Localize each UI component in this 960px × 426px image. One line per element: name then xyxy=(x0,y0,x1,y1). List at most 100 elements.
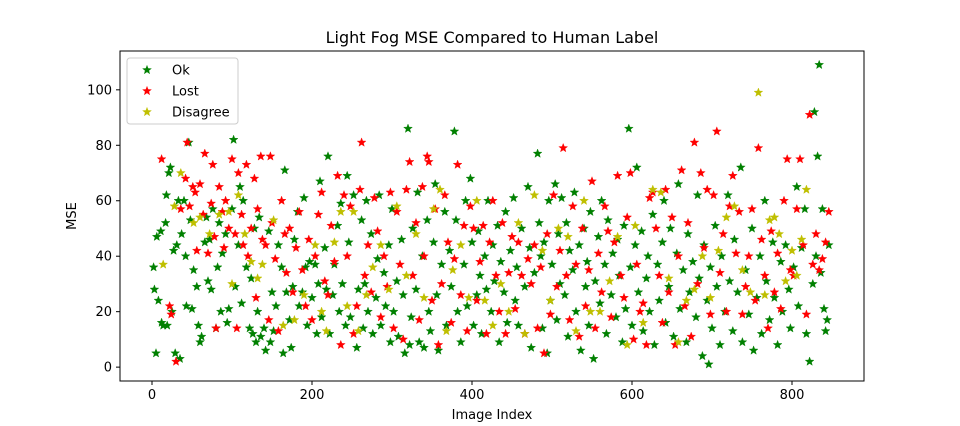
data-point xyxy=(723,190,733,200)
data-point xyxy=(755,251,765,261)
data-point xyxy=(319,276,330,286)
data-point xyxy=(687,256,698,266)
data-point xyxy=(149,284,160,294)
data-point xyxy=(796,234,807,244)
data-point xyxy=(230,228,241,239)
data-point xyxy=(281,267,292,278)
data-point xyxy=(787,245,797,255)
data-point xyxy=(465,173,476,183)
data-point xyxy=(820,325,831,336)
data-point xyxy=(399,348,410,358)
data-point xyxy=(236,298,247,308)
data-point xyxy=(692,190,703,200)
data-point xyxy=(299,289,309,300)
data-point xyxy=(396,234,407,244)
data-point xyxy=(702,184,713,194)
data-point xyxy=(767,237,778,247)
data-point xyxy=(452,159,463,169)
data-point xyxy=(260,239,271,250)
data-point xyxy=(243,251,253,261)
data-point xyxy=(222,317,233,327)
data-point xyxy=(819,303,829,314)
data-point xyxy=(383,284,394,294)
data-point xyxy=(603,226,613,236)
data-point xyxy=(428,237,439,247)
data-point xyxy=(780,239,791,250)
data-point xyxy=(236,209,247,219)
data-point xyxy=(393,331,404,341)
data-point xyxy=(385,187,396,197)
data-point xyxy=(729,234,740,244)
data-point xyxy=(713,245,724,255)
data-point xyxy=(363,306,373,316)
data-point xyxy=(731,248,741,258)
data-point xyxy=(345,312,356,322)
data-point xyxy=(523,181,533,192)
data-point xyxy=(499,287,509,297)
data-point xyxy=(359,270,370,280)
data-point xyxy=(315,176,325,186)
data-point xyxy=(807,259,818,269)
data-point xyxy=(151,231,162,241)
data-point xyxy=(654,270,665,280)
data-point xyxy=(791,203,802,214)
data-point xyxy=(529,239,540,250)
data-point xyxy=(679,300,690,311)
data-point xyxy=(187,303,197,314)
data-point xyxy=(467,237,477,247)
data-point xyxy=(571,306,581,316)
data-point xyxy=(644,192,655,203)
data-point xyxy=(716,251,727,261)
data-point xyxy=(487,195,498,205)
data-point xyxy=(635,306,645,316)
data-point xyxy=(204,228,215,239)
data-point xyxy=(196,331,207,341)
data-point xyxy=(745,287,756,297)
data-point xyxy=(190,187,201,197)
data-point xyxy=(559,289,570,300)
data-point xyxy=(601,328,612,339)
data-point xyxy=(335,339,346,350)
data-point xyxy=(265,151,276,161)
data-point xyxy=(793,300,804,311)
data-point xyxy=(227,153,237,164)
data-point xyxy=(643,251,653,261)
data-point xyxy=(380,300,391,311)
data-point xyxy=(580,281,591,291)
data-point xyxy=(791,270,802,280)
y-tick-label: 20 xyxy=(95,305,112,320)
data-point xyxy=(223,223,234,233)
data-point xyxy=(247,328,258,339)
data-point xyxy=(630,220,641,230)
data-point xyxy=(471,295,482,305)
data-point xyxy=(683,228,693,239)
data-point xyxy=(633,287,644,297)
data-point xyxy=(721,306,732,316)
data-point xyxy=(203,248,213,258)
data-point xyxy=(162,320,173,330)
data-point xyxy=(593,231,604,241)
data-point xyxy=(369,192,380,203)
legend-label: Disagree xyxy=(172,106,230,121)
data-point xyxy=(257,259,268,269)
data-point xyxy=(676,165,687,175)
data-point xyxy=(439,206,450,217)
data-point xyxy=(191,245,202,255)
data-point xyxy=(785,323,796,333)
data-point xyxy=(451,214,461,225)
data-point xyxy=(339,190,349,200)
data-point xyxy=(737,264,748,275)
data-point xyxy=(207,203,218,214)
data-point xyxy=(278,320,289,330)
data-point xyxy=(657,237,668,247)
data-point xyxy=(206,284,217,294)
data-point xyxy=(260,345,271,355)
data-point xyxy=(535,251,546,261)
data-point xyxy=(419,292,429,302)
data-point xyxy=(740,281,751,291)
data-point xyxy=(783,284,794,294)
data-point xyxy=(251,292,261,302)
data-point xyxy=(563,231,573,241)
data-point xyxy=(436,259,447,269)
data-point xyxy=(563,331,573,341)
